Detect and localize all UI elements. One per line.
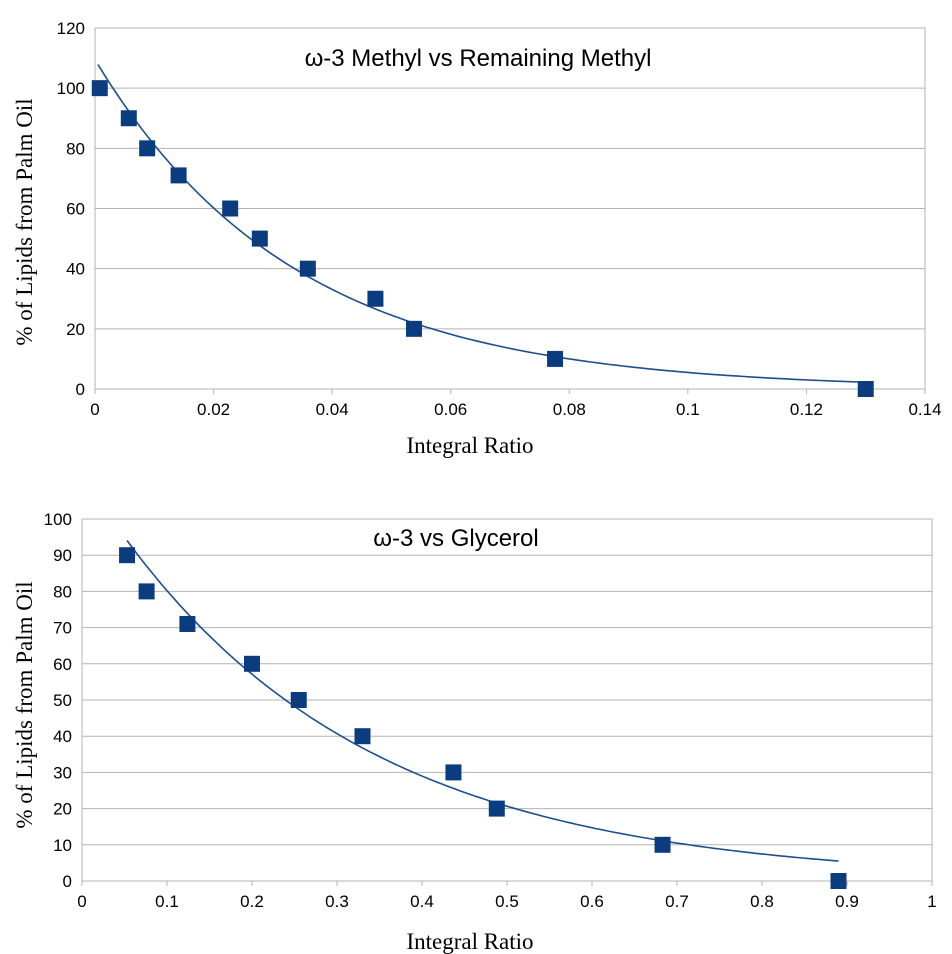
data-point: [222, 200, 239, 217]
trendline: [97, 64, 866, 384]
x-tick-label: 0.14: [908, 400, 941, 419]
data-point: [120, 110, 137, 127]
y-tick-label: 0: [76, 380, 85, 399]
chart-omega3-methyl: ω-3 Methyl vs Remaining Methyl Integral …: [12, 19, 942, 458]
x-tick-label: 0.02: [197, 400, 230, 419]
y-tick-label: 60: [66, 200, 85, 219]
y-tick-label: 90: [53, 546, 72, 565]
data-point: [547, 350, 564, 367]
data-point: [139, 140, 156, 157]
chart-title: ω-3 Methyl vs Remaining Methyl: [305, 45, 652, 72]
y-tick-label: 80: [53, 582, 72, 601]
y-tick-label: 20: [53, 800, 72, 819]
data-point: [857, 381, 874, 397]
x-tick-label: 0.3: [325, 892, 349, 911]
y-axis-label: % of Lipids from Palm Oil: [12, 98, 37, 345]
data-point: [119, 547, 136, 564]
y-tick-label: 100: [44, 510, 72, 529]
x-tick-label: 1: [927, 892, 936, 911]
y-tick-label: 10: [53, 836, 72, 855]
data-point: [405, 320, 422, 337]
x-tick-label: 0.5: [495, 892, 519, 911]
data-point: [299, 260, 316, 277]
x-axis-label: Integral Ratio: [406, 929, 533, 954]
x-axis-label: Integral Ratio: [406, 433, 533, 458]
x-tick-label: 0.9: [835, 892, 859, 911]
data-point: [179, 615, 196, 632]
data-point: [138, 583, 155, 600]
x-tick-label: 0: [77, 892, 86, 911]
y-tick-label: 80: [66, 139, 85, 158]
y-tick-label: 60: [53, 655, 72, 674]
data-point: [91, 80, 108, 97]
data-point: [244, 655, 260, 672]
x-tick-label: 0.8: [750, 892, 774, 911]
trendline: [126, 540, 839, 862]
x-tick-label: 0: [90, 400, 99, 419]
y-tick-label: 20: [66, 320, 85, 339]
data-point: [170, 167, 187, 184]
data-point: [354, 728, 371, 745]
data-point: [251, 230, 268, 247]
y-tick-label: 70: [53, 619, 72, 638]
y-tick-label: 40: [53, 727, 72, 746]
x-tick-label: 0.1: [155, 892, 179, 911]
x-tick-label: 0.04: [316, 400, 349, 419]
data-point: [290, 692, 307, 708]
chart-omega3-glycerol: ω-3 vs Glycerol Integral Ratio % of Lipi…: [12, 510, 937, 954]
data-point: [830, 873, 847, 889]
data-point: [367, 290, 384, 307]
x-tick-label: 0.1: [676, 400, 700, 419]
data-point: [488, 800, 505, 817]
y-tick-label: 40: [66, 260, 85, 279]
y-tick-label: 30: [53, 763, 72, 782]
x-tick-label: 0.6: [580, 892, 604, 911]
y-axis-label: % of Lipids from Palm Oil: [12, 581, 37, 828]
y-tick-label: 100: [57, 79, 85, 98]
x-tick-label: 0.06: [434, 400, 467, 419]
x-tick-label: 0.4: [410, 892, 434, 911]
chart-title: ω-3 vs Glycerol: [373, 525, 538, 552]
y-tick-label: 0: [63, 872, 72, 891]
x-tick-label: 0.7: [665, 892, 689, 911]
x-tick-label: 0.2: [240, 892, 264, 911]
data-point: [445, 764, 462, 781]
y-tick-label: 120: [57, 19, 85, 38]
y-tick-label: 50: [53, 691, 72, 710]
plot-frame: [94, 27, 926, 390]
data-point: [654, 836, 671, 853]
x-tick-label: 0.08: [553, 400, 586, 419]
x-tick-label: 0.12: [790, 400, 823, 419]
